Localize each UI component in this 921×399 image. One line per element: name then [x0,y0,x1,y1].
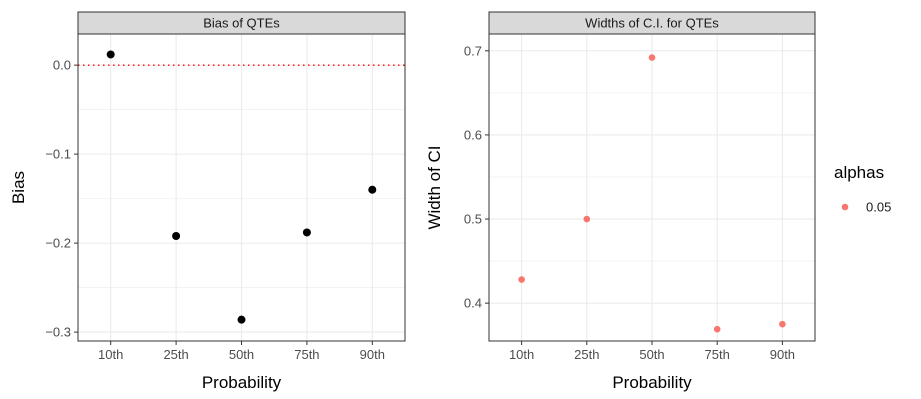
width-y-tick-label: 0.5 [464,212,482,227]
bias-y-tick-label: −0.3 [45,325,71,340]
legend: alphas 0.05 [834,163,891,215]
width-x-tick-label: 10th [509,347,534,362]
width-y-tick-label: 0.7 [464,43,482,58]
width-y-tick-label: 0.6 [464,127,482,142]
legend-key [841,203,849,211]
bias-panel-border [77,33,406,342]
bias-x-tick-label: 75th [294,347,319,362]
bias-x-tick-label: 50th [229,347,254,362]
bias-y-axis-title: Bias [9,171,28,204]
bias-data-point [237,315,246,324]
width-x-tick-label: 90th [770,347,795,362]
width-data-point [648,54,656,61]
width-data-point [583,215,591,223]
width-y-axis-title: Width of CI [425,145,444,229]
width-strip-label: Widths of C.I. for QTEs [585,16,719,31]
width-x-tick-label: 25th [574,347,599,362]
bias-x-tick-label: 25th [163,347,188,362]
width-y-tick-label: 0.4 [464,296,482,311]
bias-data-point [106,50,115,59]
bias-y-tick-label: −0.1 [45,147,71,162]
bias-panel: Bias of QTEs 0.0 −0.1 −0.2 −0.3 10th 25th 50th 7… [9,11,406,392]
width-panel-border [488,33,816,342]
bias-x-tick-label: 10th [98,347,123,362]
legend-title: alphas [834,163,884,182]
bias-x-axis-title: Probability [202,373,282,392]
width-x-tick-label: 75th [705,347,730,362]
width-data-point [713,325,721,333]
legend-label: 0.05 [866,200,891,215]
bias-data-point [172,231,181,240]
bias-x-tick-label: 90th [360,347,385,362]
width-data-point [779,320,786,328]
width-data-point [518,276,525,283]
bias-strip-label: Bias of QTEs [203,16,280,31]
bias-data-point [368,185,377,194]
bias-data-point [302,228,311,237]
width-panel: Widths of C.I. for QTEs 0.4 0.5 0.6 0.7 10th 2… [425,11,816,392]
width-x-tick-label: 50th [639,347,664,362]
bias-y-tick-label: −0.2 [45,236,71,251]
bias-y-tick-label: 0.0 [53,58,71,73]
width-x-axis-title: Probability [612,373,692,392]
